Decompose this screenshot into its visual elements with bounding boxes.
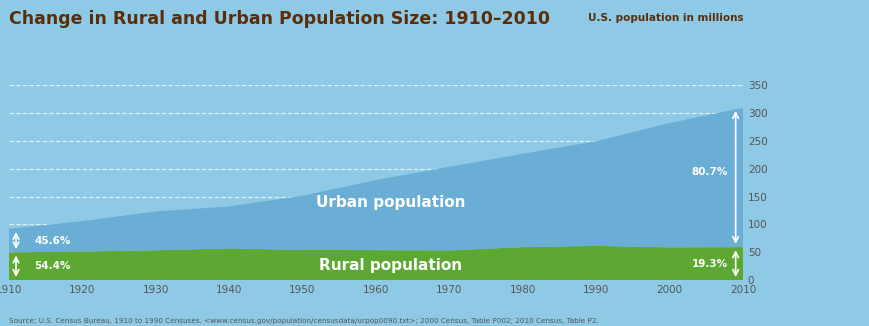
Text: 19.3%: 19.3% [692, 259, 728, 269]
Text: Change in Rural and Urban Population Size: 1910–2010: Change in Rural and Urban Population Siz… [9, 10, 550, 28]
Text: U.S. population in millions: U.S. population in millions [588, 13, 744, 23]
Text: 54.4%: 54.4% [35, 261, 71, 271]
Text: Urban population: Urban population [315, 195, 465, 210]
Text: 80.7%: 80.7% [692, 167, 728, 177]
Text: Rural population: Rural population [319, 258, 462, 273]
Text: 45.6%: 45.6% [35, 236, 70, 245]
Text: Source: U.S. Census Bureau, 1910 to 1990 Censuses. <www.census.gov/population/ce: Source: U.S. Census Bureau, 1910 to 1990… [9, 319, 599, 324]
